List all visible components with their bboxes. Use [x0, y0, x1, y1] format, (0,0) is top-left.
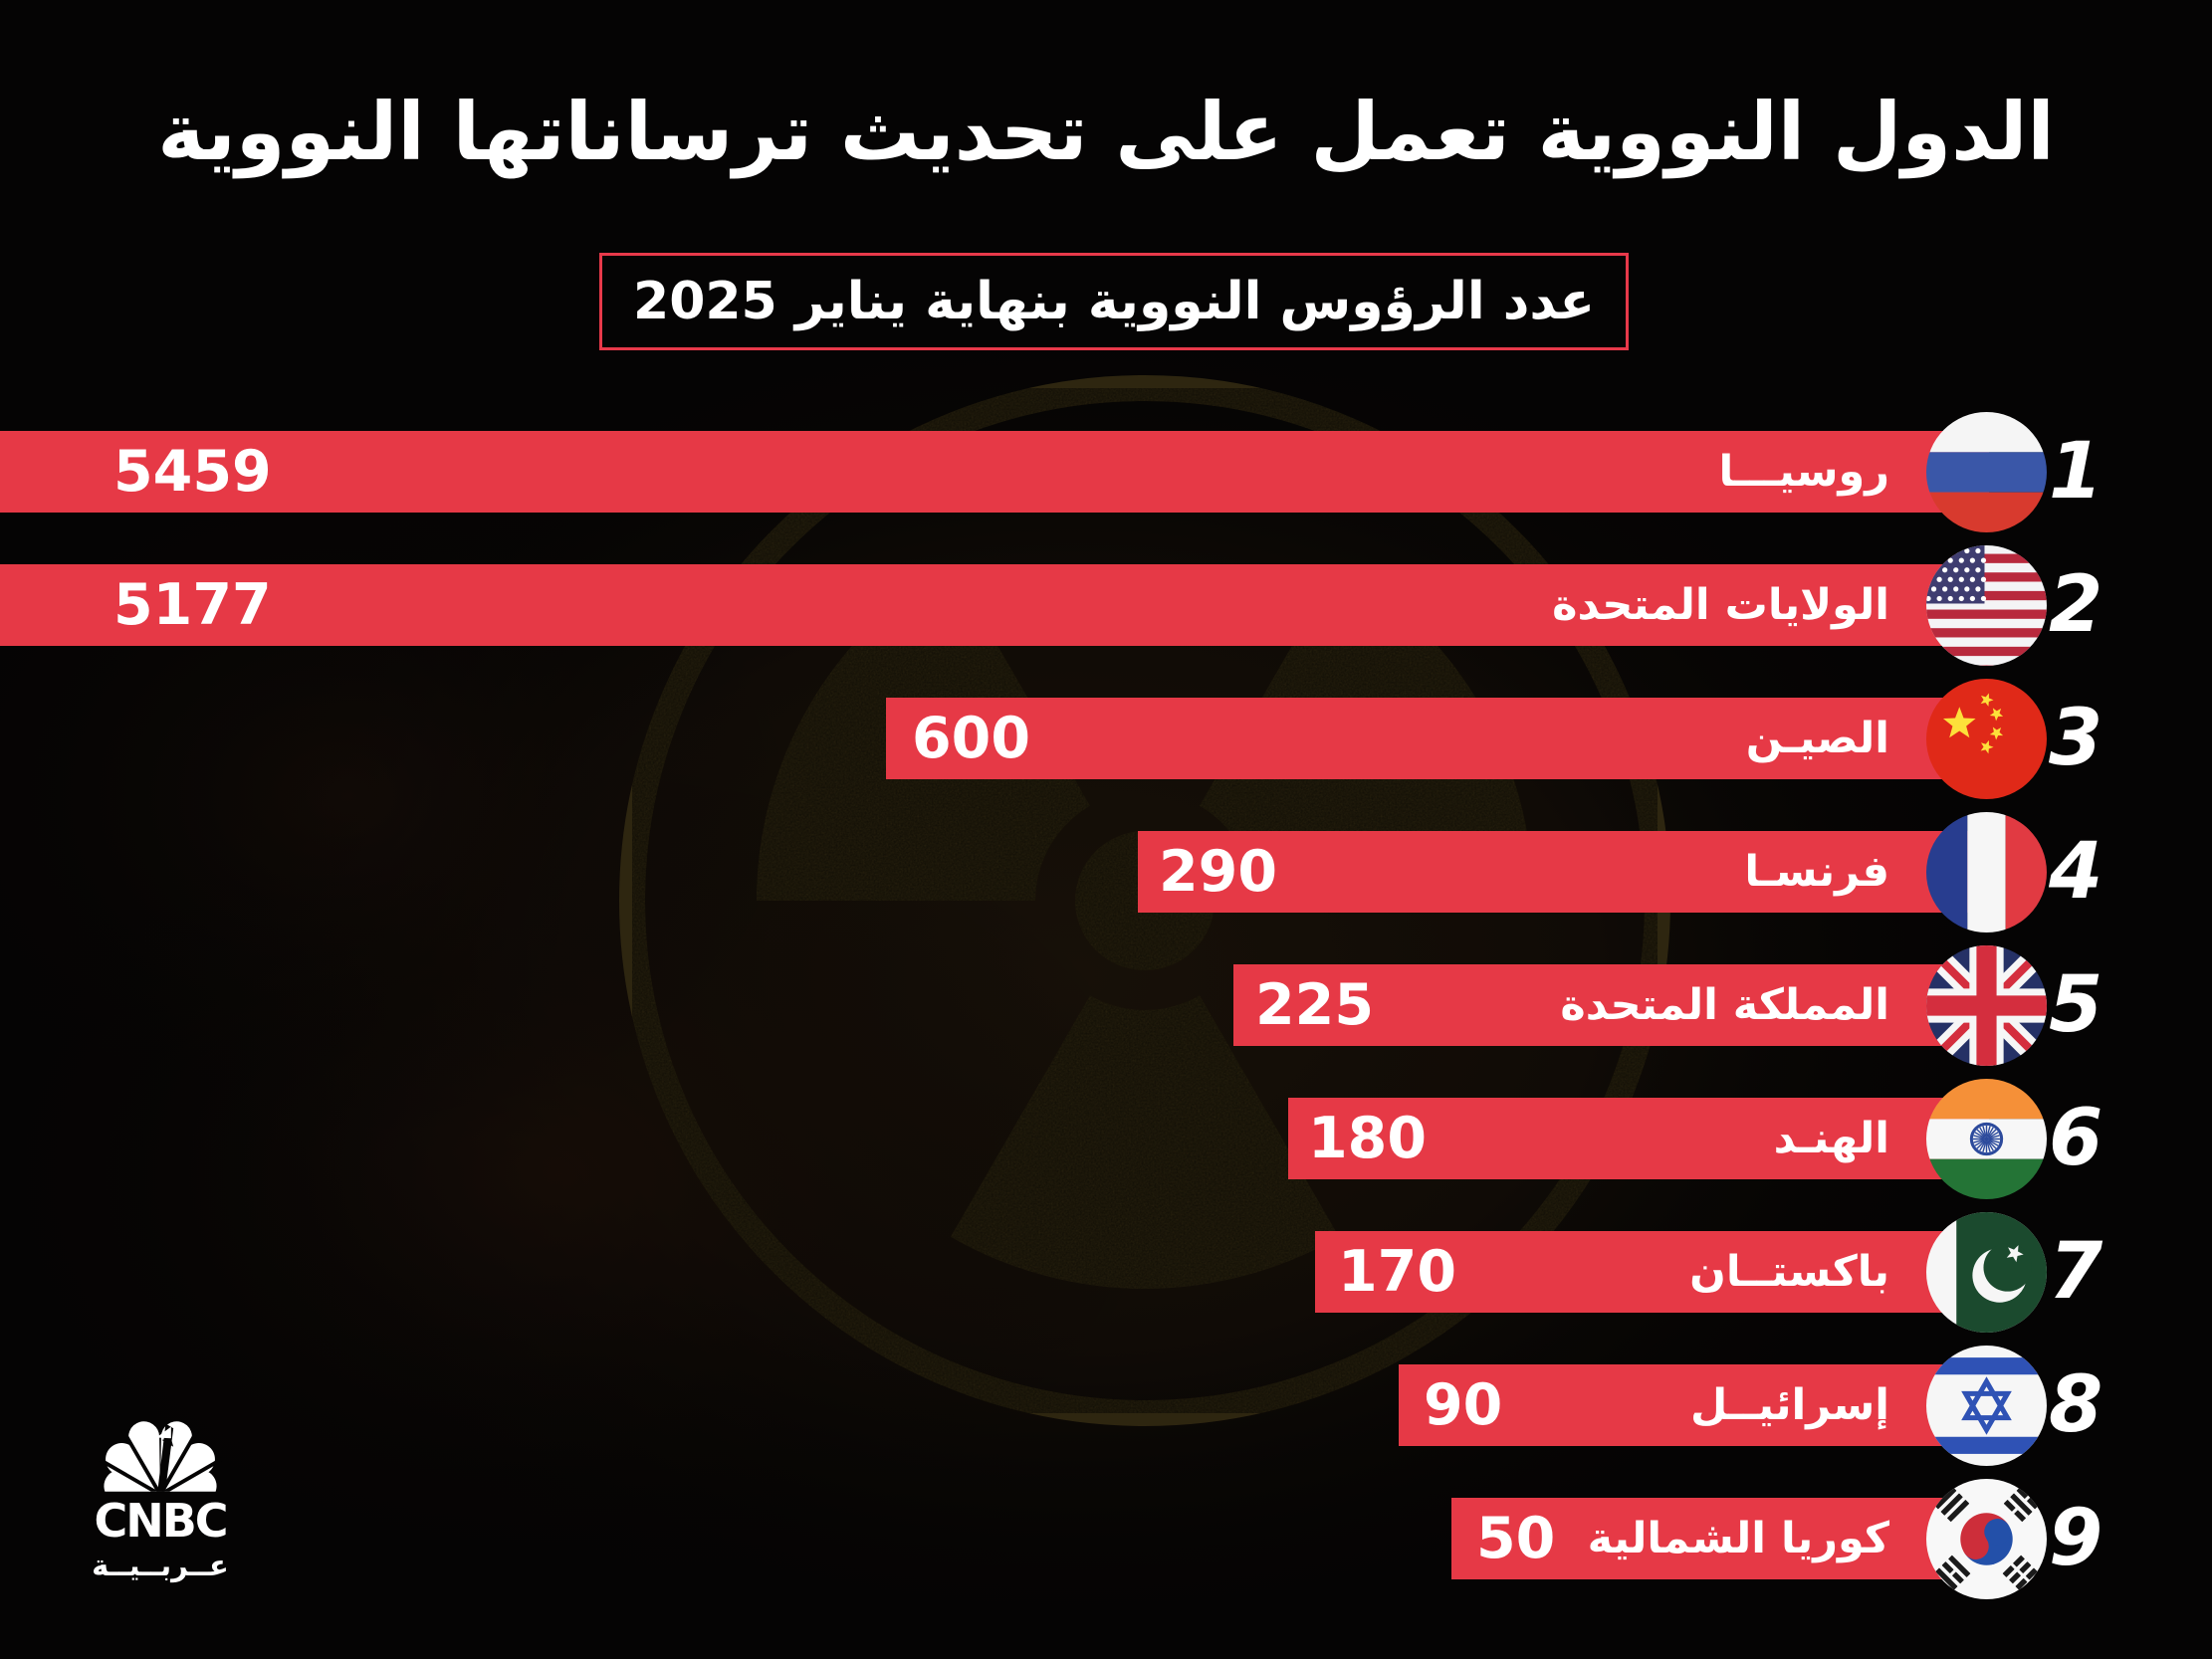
bar-value-label: 90 [1424, 1371, 1503, 1438]
bar [1451, 1498, 1989, 1579]
bar-value-label: 50 [1476, 1505, 1556, 1571]
rank-number: 3 [2049, 694, 2103, 783]
bar-country-label: فرنسـا [1744, 846, 1889, 897]
bar-country-label: إسرائيــل [1690, 1379, 1889, 1430]
flag-france-icon [1925, 811, 2047, 933]
bar-value-label: 290 [1159, 838, 1277, 905]
chart-row-china: 600 الصيـن 3 [0, 678, 2212, 799]
bar [0, 431, 1989, 513]
bar-value-label: 170 [1338, 1238, 1456, 1305]
bar-value-label: 5177 [113, 571, 272, 638]
rank-number: 8 [2049, 1360, 2103, 1450]
bar [1138, 831, 1989, 913]
bar-country-label: روسيـــا [1718, 446, 1889, 497]
rank-number: 7 [2049, 1227, 2103, 1317]
cnbc-arabia-logo: CNBC عــربــيــة [88, 1414, 233, 1580]
subtitle: عدد الرؤوس النووية بنهاية يناير 2025 [633, 272, 1595, 331]
flag-india-icon [1925, 1078, 2047, 1199]
flag-russia-icon [1925, 411, 2047, 532]
chart-row-pakistan: 170 باكستــان 7 [0, 1211, 2212, 1333]
rank-number: 9 [2049, 1494, 2103, 1583]
cnbc-peacock-icon [99, 1421, 222, 1492]
cnbc-wordmark: CNBC [94, 1494, 228, 1548]
bar [1315, 1231, 1989, 1313]
bar-value-label: 180 [1308, 1105, 1427, 1171]
flag-south-korea-icon [1925, 1478, 2047, 1599]
page-title: الدول النووية تعمل على تحديث ترساناتها ا… [157, 85, 2055, 178]
bar-country-label: الولايات المتحدة [1552, 579, 1889, 630]
bar-country-label: باكستــان [1689, 1246, 1889, 1297]
bar [0, 564, 1989, 646]
bar-country-label: الهنـد [1773, 1113, 1889, 1163]
bar-value-label: 5459 [113, 438, 272, 505]
bar-value-label: 600 [912, 705, 1030, 771]
bar-country-label: كوريا الشمالية [1587, 1513, 1889, 1563]
rank-number: 5 [2049, 960, 2103, 1050]
flag-pakistan-icon [1925, 1211, 2047, 1333]
subtitle-box: عدد الرؤوس النووية بنهاية يناير 2025 [599, 253, 1629, 350]
bar-country-label: الصيـن [1745, 713, 1889, 763]
cnbc-arabic-wordmark: عــربــيــة [92, 1549, 229, 1582]
chart-row-india: 180 الهنـد 6 [0, 1078, 2212, 1199]
flag-usa-icon [1925, 544, 2047, 666]
chart-row-russia: 5459 روسيـــا 1 [0, 411, 2212, 532]
rank-number: 6 [2049, 1094, 2103, 1183]
bar-country-label: المملكة المتحدة [1560, 979, 1889, 1030]
rank-number: 1 [2049, 427, 2103, 517]
chart-row-uk: 225 المملكة المتحدة 5 [0, 944, 2212, 1066]
chart-row-israel: 90 إسرائيــل 8 [0, 1345, 2212, 1466]
bar [1399, 1364, 1989, 1446]
bar [886, 698, 1989, 779]
bar-value-label: 225 [1255, 971, 1374, 1038]
rank-number: 2 [2049, 560, 2103, 650]
chart-row-usa: 5177 الولايات المتحدة 2 [0, 544, 2212, 666]
flag-israel-icon [1925, 1345, 2047, 1466]
rank-number: 4 [2049, 827, 2103, 917]
chart-row-france: 290 فرنسـا 4 [0, 811, 2212, 933]
bar [1288, 1098, 1989, 1179]
bar [1233, 964, 1989, 1046]
chart-row-south-korea: 50 كوريا الشمالية 9 [0, 1478, 2212, 1599]
flag-china-icon [1925, 678, 2047, 799]
flag-uk-icon [1925, 944, 2047, 1066]
